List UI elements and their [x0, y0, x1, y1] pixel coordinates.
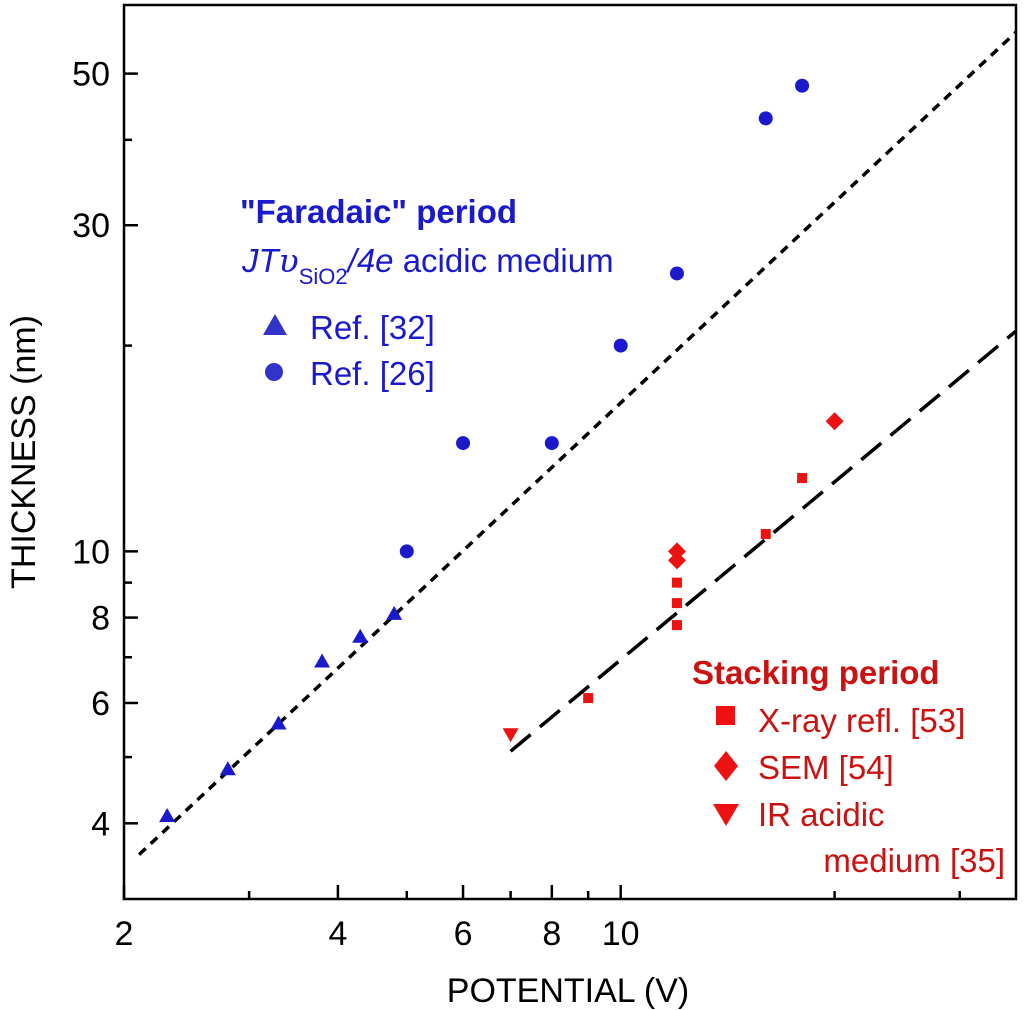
data-point-triangle-up [270, 715, 287, 730]
legend-entry-sem: SEM [54] [758, 749, 894, 786]
legend-entry-ir-line2: medium [35] [823, 842, 1005, 879]
faradaic-fit-line [137, 30, 1018, 856]
data-point-circle [544, 436, 559, 451]
data-point-circle [613, 338, 628, 353]
y-axis-title: THICKNESS (nm) [5, 315, 43, 589]
legend-entry-ref32: Ref. [32] [310, 309, 435, 346]
y-tick-label: 6 [91, 685, 110, 723]
legend-entry-xray: X-ray refl. [53] [758, 702, 965, 739]
x-tick-label: 2 [115, 915, 134, 953]
legend-diamond-icon [714, 751, 738, 781]
data-point-triangle-down [502, 728, 519, 743]
data-point-diamond [667, 551, 686, 570]
data-point-circle [795, 78, 810, 93]
y-tick-label: 4 [91, 805, 110, 843]
data-point-circle [456, 436, 471, 451]
data-markers [159, 78, 844, 823]
legend-entry-ir-line1: IR acidic [758, 796, 885, 833]
tick-labels: 2 4 6 8 10 4 6 8 10 30 50 [72, 56, 639, 953]
data-point-triangle-up [159, 808, 176, 823]
stacking-fit-line [509, 329, 1018, 753]
legend-triangle-down-icon [713, 804, 739, 826]
legend-square-icon [716, 706, 735, 725]
data-point-diamond [667, 542, 686, 561]
x-tick-label: 10 [602, 915, 640, 953]
y-tick-label: 30 [72, 207, 110, 245]
data-point-triangle-up [386, 605, 403, 620]
legend-entry-ref26: Ref. [26] [310, 355, 435, 392]
y-tick-label: 10 [72, 533, 110, 571]
y-tick-label: 50 [72, 56, 110, 94]
legend-triangle-up-icon [263, 314, 287, 335]
data-point-circle [669, 266, 684, 281]
data-point-triangle-up [314, 653, 331, 668]
axis-ticks [122, 72, 961, 899]
data-point-diamond [825, 412, 844, 431]
legend-circle-icon [265, 363, 283, 381]
faradaic-legend-formula: JTυSiO2/4e acidic medium [241, 241, 614, 289]
data-point-square [671, 598, 682, 609]
fit-lines [137, 30, 1018, 856]
plot-frame [122, 3, 1018, 901]
faradaic-legend-title: "Faradaic" period [240, 193, 517, 230]
data-point-triangle-up [352, 628, 369, 643]
stacking-legend: Stacking period X-ray refl. [53] SEM [54… [692, 654, 1005, 879]
x-tick-label: 8 [542, 915, 561, 953]
data-point-square [671, 620, 682, 631]
data-point-square [671, 577, 682, 588]
data-point-square [583, 693, 594, 704]
data-point-square [760, 529, 771, 540]
x-tick-label: 4 [328, 915, 347, 953]
y-tick-label: 8 [91, 600, 110, 638]
data-point-triangle-up [219, 761, 236, 776]
x-axis-title: POTENTIAL (V) [447, 972, 689, 1010]
faradaic-legend: "Faradaic" period JTυSiO2/4e acidic medi… [240, 193, 614, 392]
data-point-square [797, 473, 808, 484]
x-tick-label: 6 [454, 915, 473, 953]
data-point-circle [399, 544, 414, 559]
data-point-circle [758, 111, 773, 126]
stacking-legend-title: Stacking period [692, 654, 940, 691]
